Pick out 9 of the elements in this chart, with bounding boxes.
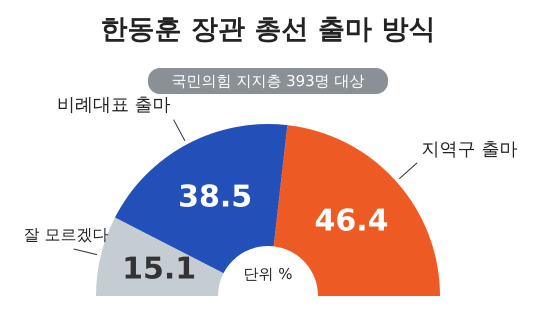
text: 단위 % [243,265,293,283]
data-label: 38.5 [178,179,252,214]
chart-title: 한동훈 장관 총선 출마 방식 [100,14,436,45]
slice-label: 잘 모르겠다 [23,225,108,244]
chart-subtitle: 국민의힘 지지층 393명 대상 [172,72,364,90]
data-label: 46.4 [314,203,389,238]
data-label: 15.1 [122,252,196,287]
slice-label: 비례대표 출마 [57,94,171,116]
slice-label: 지역구 출마 [422,138,518,160]
